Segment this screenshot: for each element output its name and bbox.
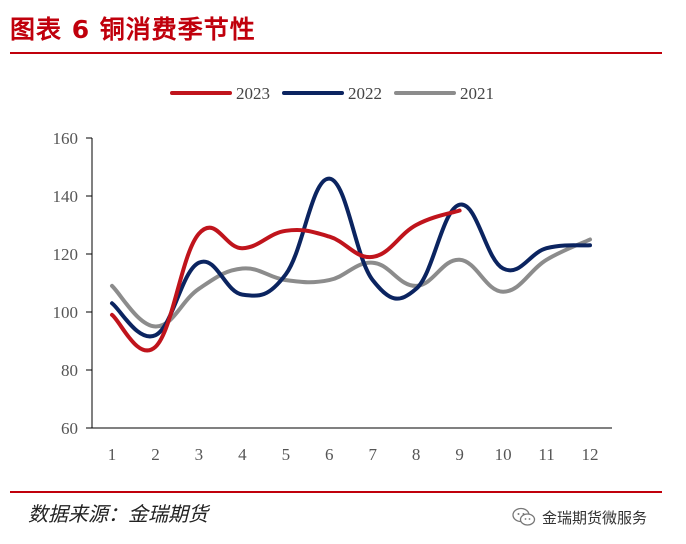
x-tick-label: 1 xyxy=(108,445,117,464)
y-tick-label: 120 xyxy=(53,245,79,264)
chart-legend: 2023 2022 2021 xyxy=(170,84,494,103)
y-tick-label: 160 xyxy=(53,129,79,148)
x-tick-label: 9 xyxy=(455,445,464,464)
chart-series xyxy=(110,176,592,353)
x-tick-label: 7 xyxy=(368,445,377,464)
watermark-text: 金瑞期货微服务 xyxy=(542,508,648,527)
x-tick-label: 2 xyxy=(151,445,160,464)
y-tick-label: 140 xyxy=(53,187,79,206)
y-tick-label: 60 xyxy=(61,419,78,438)
x-tick-label: 8 xyxy=(412,445,421,464)
x-tick-label: 12 xyxy=(582,445,599,464)
legend-label-2022: 2022 xyxy=(348,84,382,103)
legend-label-2023: 2023 xyxy=(236,84,270,103)
x-tick-label: 6 xyxy=(325,445,334,464)
title-divider xyxy=(10,52,662,54)
series-line-2023 xyxy=(110,208,462,353)
series-line-2022 xyxy=(110,176,592,339)
y-tick-label: 100 xyxy=(53,303,79,322)
series-line-2021 xyxy=(110,237,592,329)
x-tick-label: 10 xyxy=(495,445,512,464)
y-tick-label: 80 xyxy=(61,361,78,380)
legend-label-2021: 2021 xyxy=(460,84,494,103)
footer-divider xyxy=(10,491,662,493)
x-tick-label: 5 xyxy=(282,445,291,464)
data-source: 数据来源：金瑞期货 xyxy=(28,502,208,526)
watermark: 金瑞期货微服务 xyxy=(512,504,647,530)
x-tick-label: 3 xyxy=(195,445,204,464)
wechat-icon xyxy=(512,506,536,528)
x-tick-label: 4 xyxy=(238,445,247,464)
x-tick-label: 11 xyxy=(538,445,554,464)
chart-title: 图表 6 铜消费季节性 xyxy=(10,15,256,44)
